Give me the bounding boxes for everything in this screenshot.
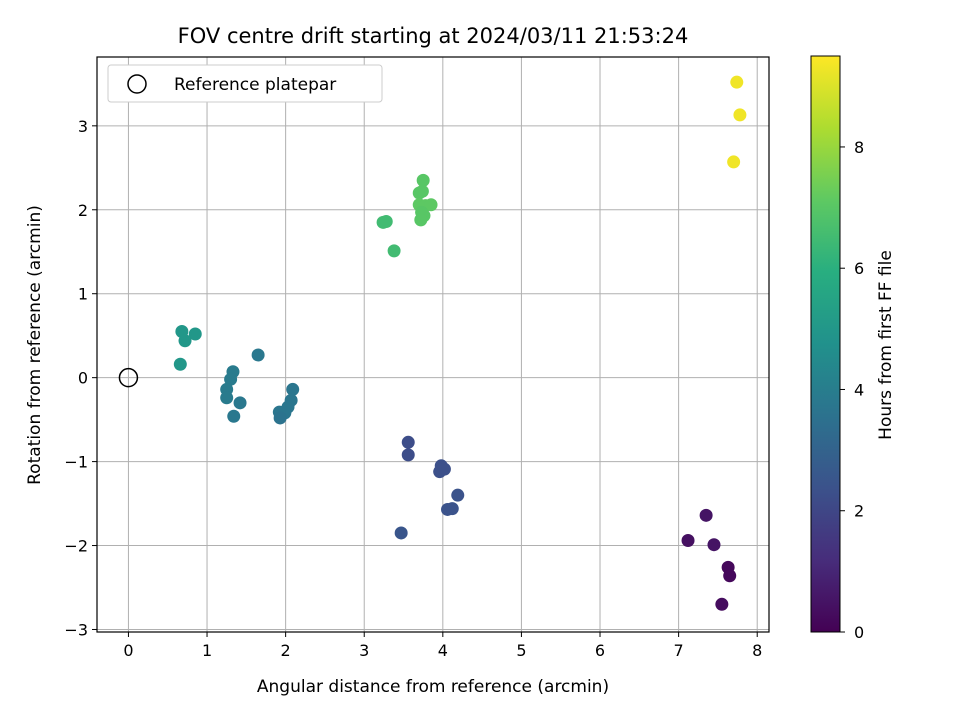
data-point [451,488,465,502]
x-tick-label: 3 [359,641,369,660]
y-axis-label: Rotation from reference (arcmin) [25,205,45,485]
legend-label: Reference platepar [174,75,336,95]
y-tick-label: 3 [78,117,88,136]
data-point [715,597,729,611]
colorbar-tick-label: 4 [854,380,864,399]
reference-platepar-marker [118,367,139,388]
x-tick-label: 2 [281,641,291,660]
x-axis-ticks: 0 1 2 3 4 5 6 7 8 [123,632,762,660]
y-tick-label: −1 [64,453,88,472]
x-tick-label: 0 [123,641,133,660]
data-point [445,502,459,516]
y-tick-label: 1 [78,285,88,304]
colorbar-tick-label: 8 [854,138,864,157]
data-point [227,409,241,423]
data-point [178,334,192,348]
data-point [273,411,287,425]
x-tick-label: 7 [674,641,684,660]
colorbar-tick-label: 2 [854,502,864,521]
x-axis-label: Angular distance from reference (arcmin) [257,677,609,697]
data-point [401,448,415,462]
x-tick-label: 6 [595,641,605,660]
y-axis-ticks: −3 −2 −1 0 1 2 3 [64,117,97,639]
data-point [401,435,415,449]
x-tick-label: 4 [438,641,448,660]
data-point [707,538,721,552]
data-point [387,244,401,258]
data-point [379,215,393,229]
data-point [414,213,428,227]
grid-lines [97,57,769,632]
chart-title: FOV centre drift starting at 2024/03/11 … [178,24,689,48]
data-point [224,372,238,386]
scatter-points [173,75,747,611]
data-point [416,173,430,187]
x-tick-label: 8 [752,641,762,660]
colorbar-tick-label: 0 [854,623,864,642]
colorbar-ticks: 0 2 4 6 8 [840,138,864,642]
legend-marker [127,74,147,94]
colorbar [810,55,841,633]
data-point [286,382,300,396]
data-point [424,198,438,212]
plot-frame [96,56,770,633]
data-point [415,184,429,198]
data-point [173,357,187,371]
data-point [220,391,234,405]
data-point [251,348,265,362]
data-point [733,108,747,122]
data-point [233,396,247,410]
data-point [727,155,741,169]
y-tick-label: −3 [64,620,88,639]
y-tick-label: −2 [64,537,88,556]
data-point [394,526,408,540]
data-point [730,75,744,89]
colorbar-label: Hours from first FF file [876,250,896,440]
data-point [723,569,737,583]
data-point [699,508,713,522]
data-point [681,534,695,548]
y-tick-label: 0 [78,369,88,388]
data-point [188,327,202,341]
y-tick-label: 2 [78,201,88,220]
x-tick-label: 5 [516,641,526,660]
data-point [437,462,451,476]
x-tick-label: 1 [202,641,212,660]
legend-box [107,64,383,103]
legend: Reference platepar [107,64,383,103]
colorbar-tick-label: 6 [854,259,864,278]
